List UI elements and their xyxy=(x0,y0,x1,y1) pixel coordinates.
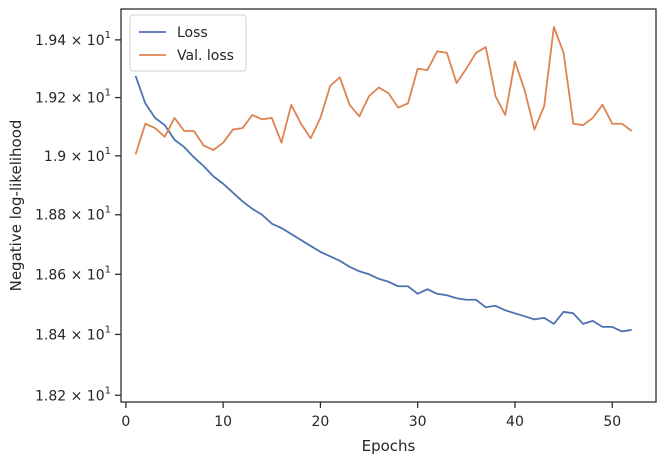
x-axis: 0 10 20 30 40 50 xyxy=(121,402,621,430)
legend: Loss Val. loss xyxy=(129,14,247,72)
y-tick-label: 1.84 × 101 xyxy=(35,324,111,343)
y-tick-label: 1.94 × 101 xyxy=(35,30,111,49)
x-tick-label: 50 xyxy=(603,414,621,430)
series-line-loss xyxy=(134,75,632,333)
y-axis: 1.82 × 101 1.84 × 101 1.86 × 101 1.88 × 101… xyxy=(35,30,121,404)
x-tick-label: 30 xyxy=(409,414,427,430)
y-tick-label: 1.9 × 101 xyxy=(44,146,111,165)
y-tick-label: 1.88 × 101 xyxy=(35,205,111,224)
legend-box xyxy=(129,14,247,72)
x-tick-label: 0 xyxy=(121,414,130,430)
x-axis-label: Epochs xyxy=(362,437,416,455)
x-tick-label: 10 xyxy=(214,414,232,430)
legend-label: Loss xyxy=(177,25,208,41)
y-tick-label: 1.92 × 101 xyxy=(35,88,111,107)
y-tick-label: 1.82 × 101 xyxy=(35,385,111,404)
series-layer xyxy=(134,26,633,333)
legend-label: Val. loss xyxy=(177,48,234,64)
y-tick-label: 1.86 × 101 xyxy=(35,264,111,283)
x-tick-label: 20 xyxy=(311,414,329,430)
y-axis-label: Negative log-likelihood xyxy=(7,120,25,292)
x-tick-label: 40 xyxy=(506,414,524,430)
series-line-val-loss xyxy=(134,26,633,155)
